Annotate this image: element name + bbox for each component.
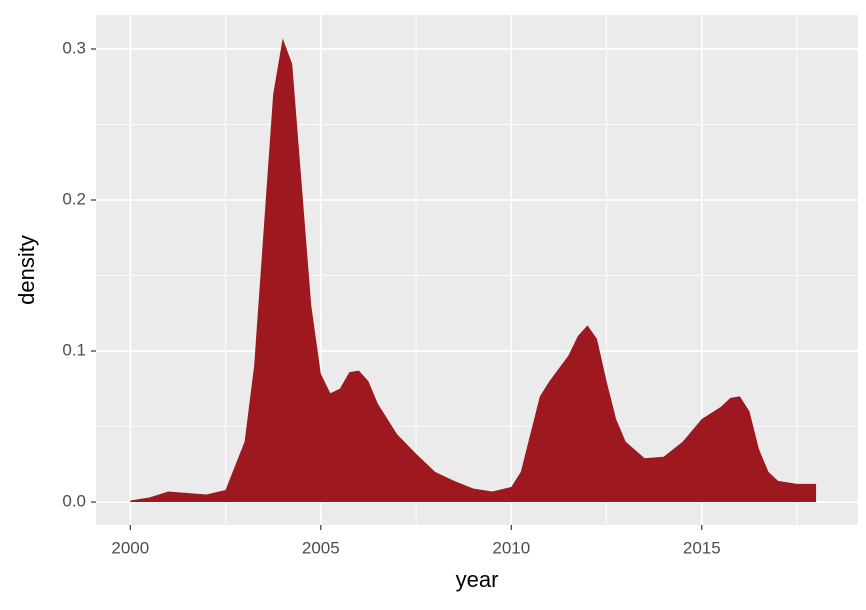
y-tick-label: 0.1 xyxy=(62,341,86,360)
y-tick-label: 0.2 xyxy=(62,189,86,208)
x-tick-label: 2000 xyxy=(111,538,149,557)
x-tick-label: 2015 xyxy=(683,538,721,557)
y-axis-title: density xyxy=(14,235,39,305)
x-tick-label: 2010 xyxy=(492,538,530,557)
x-axis-title: year xyxy=(456,567,499,592)
y-tick-label: 0.3 xyxy=(62,38,86,57)
y-tick-label: 0.0 xyxy=(62,492,86,511)
x-tick-label: 2005 xyxy=(302,538,340,557)
density-area xyxy=(130,38,817,503)
